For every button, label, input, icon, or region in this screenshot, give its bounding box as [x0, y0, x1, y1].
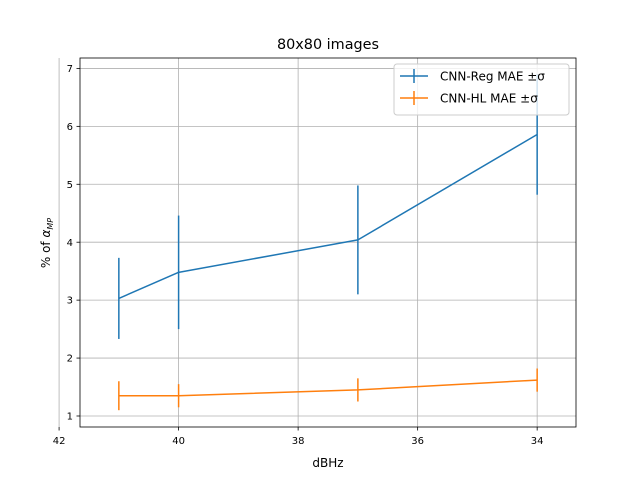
- legend-entries: CNN-Reg MAE ±σ CNN-HL MAE ±σ: [400, 69, 545, 105]
- y-tick-label: 3: [67, 296, 73, 307]
- x-tick-label: 34: [531, 436, 544, 447]
- y-tick-label: 2: [67, 354, 73, 365]
- x-tick-label: 38: [292, 436, 305, 447]
- chart-title: 80x80 images: [277, 37, 379, 53]
- y-tick-label: 7: [67, 64, 73, 75]
- y-tick-label: 5: [67, 180, 73, 191]
- x-tick-label: 42: [53, 436, 66, 447]
- y-tick-label: 6: [67, 122, 73, 133]
- legend-box: [393, 63, 570, 116]
- legend: CNN-Reg MAE ±σ CNN-HL MAE ±σ: [393, 63, 570, 116]
- series-2-line: [118, 379, 538, 397]
- y-tick-label: 4: [67, 238, 73, 249]
- y-axis-label-text: % of: [39, 238, 53, 269]
- y-tick-label: 1: [67, 412, 73, 423]
- x-tick-label: 40: [172, 436, 185, 447]
- series-layer: [118, 74, 538, 411]
- series-1-line: [118, 133, 538, 300]
- y-axis-label: % of αMP: [39, 218, 55, 268]
- y-axis-label-alpha: α: [39, 230, 53, 238]
- x-axis-label: dBHz: [312, 456, 343, 470]
- legend-entry-2-label: CNN-HL MAE ±σ: [440, 91, 538, 105]
- legend-entry-1-label: CNN-Reg MAE ±σ: [440, 69, 545, 83]
- y-axis-label-subscript: MP: [46, 218, 55, 230]
- x-tick-label: 36: [411, 436, 424, 447]
